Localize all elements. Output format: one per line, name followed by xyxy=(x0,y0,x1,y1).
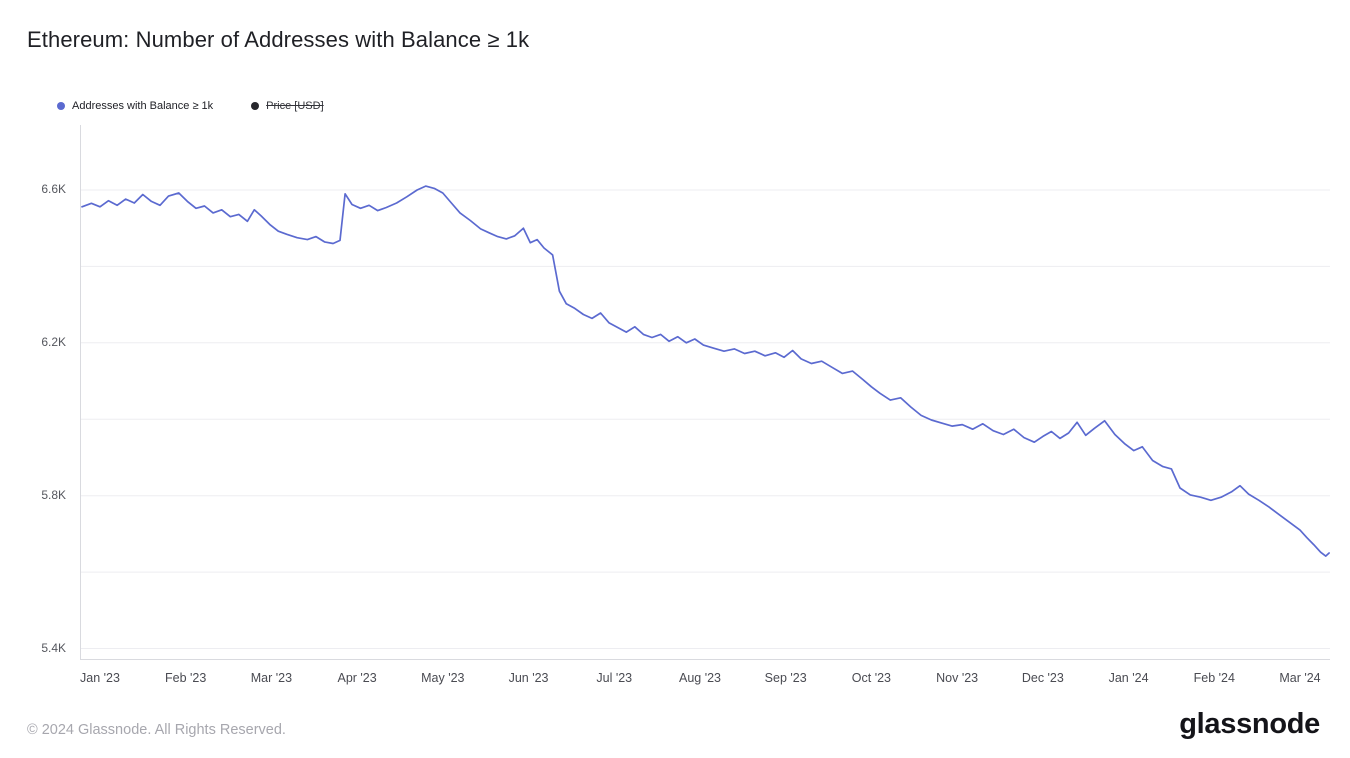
x-axis-label: Jul '23 xyxy=(596,671,633,685)
x-axis: Jan '23 Feb '23 Mar '23 Apr '23 May '23 Jun '… xyxy=(0,671,1350,691)
y-axis: 5.4K 5.8K 6.2K 6.6K xyxy=(0,0,66,758)
x-axis-label: Mar '23 xyxy=(250,671,293,685)
footer-copyright: © 2024 Glassnode. All Rights Reserved. xyxy=(27,722,286,738)
legend-item-price[interactable]: Price [USD] xyxy=(251,100,324,112)
y-axis-label: 6.2K xyxy=(41,334,66,349)
legend-dot xyxy=(251,102,260,110)
x-axis-label: Jan '24 xyxy=(1108,671,1149,685)
y-axis-label: 6.6K xyxy=(41,181,66,196)
x-axis-label: Sep '23 xyxy=(764,671,807,685)
legend-item-addresses[interactable]: Addresses with Balance ≥ 1k xyxy=(57,100,213,112)
x-axis-label: Oct '23 xyxy=(851,671,892,685)
x-axis-label: Mar '24 xyxy=(1279,671,1321,685)
x-axis-label: Dec '23 xyxy=(1021,671,1064,685)
x-axis-label: Jun '23 xyxy=(508,671,549,685)
x-axis-label: Feb '23 xyxy=(165,671,207,685)
x-axis-label: Aug '23 xyxy=(678,671,721,685)
legend-item-label: Price [USD] xyxy=(266,100,324,112)
glassnode-logo[interactable]: glassnode xyxy=(1179,708,1320,740)
x-axis-label: Jan '23 xyxy=(80,671,120,685)
y-axis-label: 5.8K xyxy=(41,487,66,502)
line-chart-svg xyxy=(80,125,1330,660)
chart-legend: Addresses with Balance ≥ 1k Price [USD] xyxy=(57,100,324,112)
legend-dot xyxy=(57,102,65,110)
y-axis-label: 5.4K xyxy=(41,640,66,655)
plot-area[interactable] xyxy=(80,125,1330,660)
x-axis-label: May '23 xyxy=(421,671,465,685)
x-axis-label: Nov '23 xyxy=(936,671,979,685)
legend-item-label: Addresses with Balance ≥ 1k xyxy=(72,100,214,112)
page-title: Ethereum: Number of Addresses with Balan… xyxy=(27,27,530,52)
x-axis-label: Apr '23 xyxy=(337,671,377,685)
x-axis-label: Feb '24 xyxy=(1193,671,1235,685)
